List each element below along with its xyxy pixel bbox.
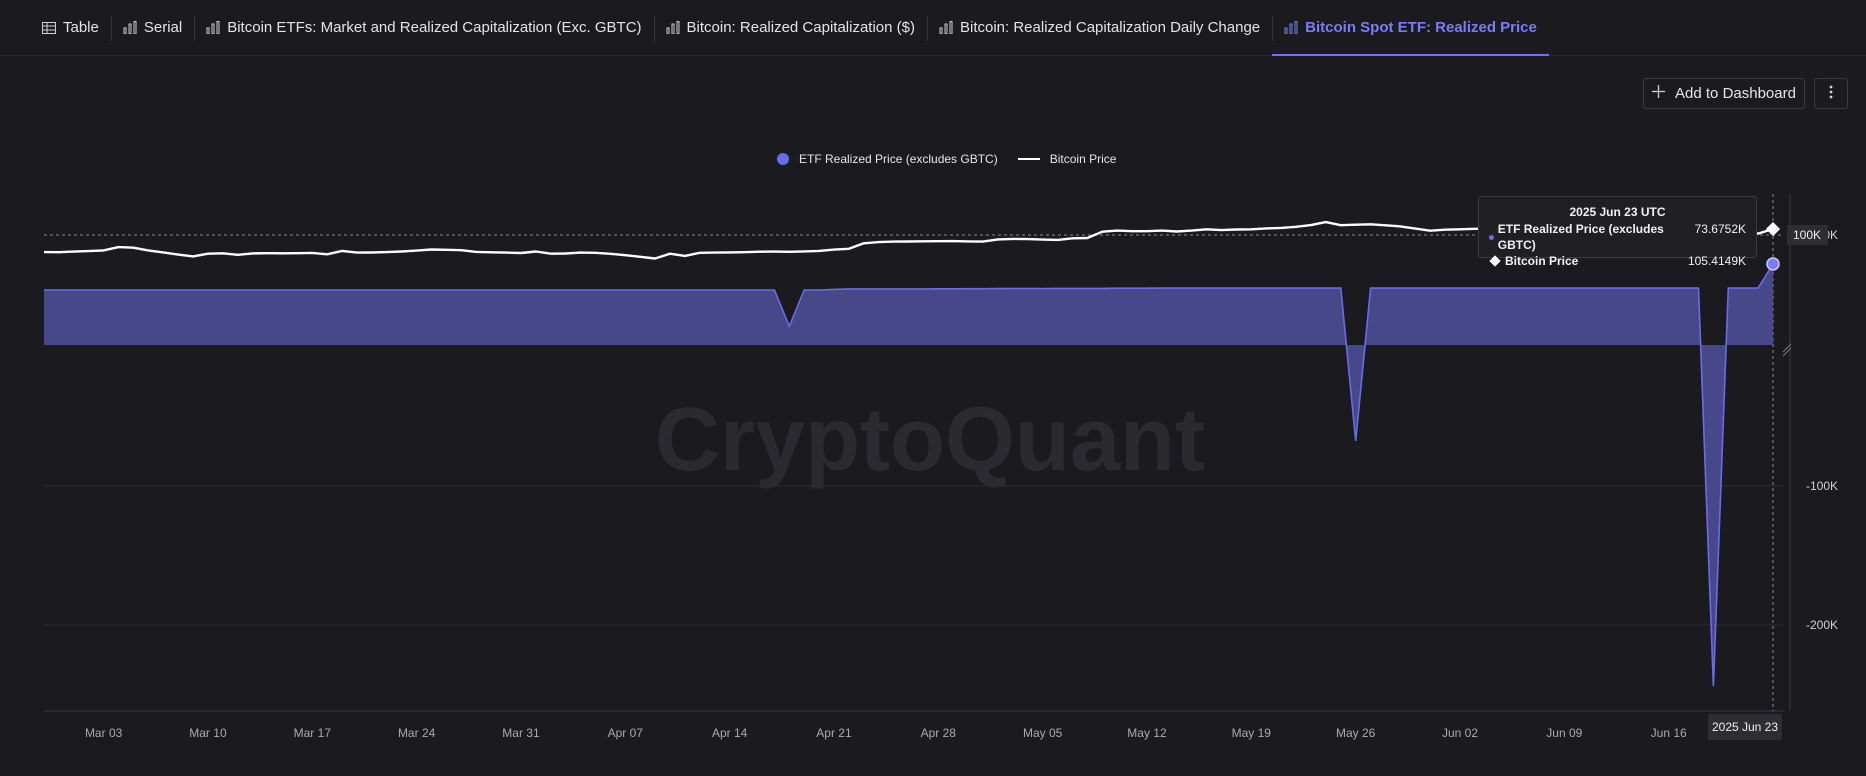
tab-spot-etf-realized-price[interactable]: Bitcoin Spot ETF: Realized Price: [1272, 0, 1549, 56]
tooltip-row-btc: Bitcoin Price 105.4149K: [1489, 253, 1746, 269]
x-tick-label: Apr 14: [712, 726, 748, 740]
legend-item-btc[interactable]: Bitcoin Price: [1017, 152, 1117, 166]
watermark: CryptoQuant: [655, 390, 1205, 490]
x-tick-label: May 26: [1336, 726, 1376, 740]
bar-chart-icon: [1284, 21, 1298, 34]
tab-label: Bitcoin: Realized Capitalization ($): [686, 19, 915, 36]
x-tick-label: Apr 28: [921, 726, 957, 740]
x-tick-label: Jun 02: [1442, 726, 1478, 740]
x-tick-label: Jun 16: [1651, 726, 1687, 740]
legend-label-etf: ETF Realized Price (excludes GBTC): [799, 152, 998, 166]
crosshair-x-label: 2025 Jun 23: [1708, 714, 1782, 740]
x-tick-label: May 05: [1023, 726, 1063, 740]
etf-hover-marker: [1766, 257, 1780, 271]
x-tick-label: Apr 21: [816, 726, 852, 740]
etf-line: [44, 263, 1774, 687]
more-vertical-icon: [1829, 85, 1833, 102]
tooltip-btc-label: Bitcoin Price: [1505, 254, 1579, 268]
x-tick-label: Mar 31: [502, 726, 540, 740]
etf-area: [44, 264, 1773, 687]
bar-chart-icon: [123, 21, 137, 34]
chart-legend: ETF Realized Price (excludes GBTC) Bitco…: [777, 152, 1136, 166]
x-tick-label: May 12: [1127, 726, 1167, 740]
tab-label: Bitcoin: Realized Capitalization Daily C…: [959, 19, 1261, 36]
tooltip-etf-swatch: [1489, 234, 1494, 240]
x-tick-label: Mar 10: [189, 726, 227, 740]
tab-serial[interactable]: Serial: [110, 0, 194, 55]
legend-swatch-etf: [777, 153, 789, 165]
bar-chart-icon: [666, 21, 680, 34]
x-tick-label: Mar 03: [85, 726, 123, 740]
tooltip-etf-label: ETF Realized Price (excludes GBTC): [1497, 222, 1664, 252]
chart-tooltip: 2025 Jun 23 UTC ETF Realized Price (excl…: [1478, 196, 1757, 268]
x-tick-label: Jun 09: [1546, 726, 1582, 740]
tooltip-date: 2025 Jun 23 UTC: [1569, 205, 1666, 219]
legend-item-etf[interactable]: ETF Realized Price (excludes GBTC): [777, 152, 998, 166]
legend-label-btc: Bitcoin Price: [1049, 152, 1117, 166]
tab-label: Table: [63, 19, 99, 36]
btc-hover-marker: [1765, 221, 1781, 237]
more-options-button[interactable]: [1814, 78, 1848, 109]
tab-bar: Table Serial Bitcoin ETFs: Market and Re…: [0, 0, 1866, 56]
tab-realized-cap-daily-change[interactable]: Bitcoin: Realized Capitalization Daily C…: [926, 0, 1272, 55]
tooltip-btc-swatch: [1489, 255, 1501, 267]
y-tick-label: -100K: [1806, 479, 1838, 493]
x-tick-label: Mar 24: [398, 726, 436, 740]
tab-label: Serial: [143, 19, 183, 36]
tooltip-row-etf: ETF Realized Price (excludes GBTC) 73.67…: [1489, 221, 1746, 253]
crosshair-y-label: 100K: [1787, 225, 1828, 245]
x-tick-label: May 19: [1232, 726, 1272, 740]
bar-chart-icon: [206, 21, 220, 34]
table-icon: [42, 21, 56, 34]
add-to-dashboard-label: Add to Dashboard: [1675, 85, 1796, 102]
tab-realized-cap[interactable]: Bitcoin: Realized Capitalization ($): [653, 0, 927, 55]
tooltip-etf-value: 73.6752K: [1694, 222, 1746, 236]
x-tick-label: Mar 17: [294, 726, 332, 740]
plus-icon: [1652, 85, 1666, 102]
tab-label: Bitcoin ETFs: Market and Realized Capita…: [227, 19, 642, 36]
bar-chart-icon: [939, 21, 953, 34]
add-to-dashboard-button[interactable]: Add to Dashboard: [1643, 78, 1805, 109]
tooltip-btc-value: 105.4149K: [1687, 254, 1746, 268]
y-tick-label: -200K: [1806, 618, 1838, 632]
x-tick-label: Apr 07: [608, 726, 644, 740]
legend-swatch-btc: [1017, 158, 1040, 160]
tab-label: Bitcoin Spot ETF: Realized Price: [1305, 19, 1537, 36]
tab-etf-market-realized-cap[interactable]: Bitcoin ETFs: Market and Realized Capita…: [194, 0, 653, 55]
axis-break-icon: [1782, 343, 1792, 357]
tab-table[interactable]: Table: [30, 0, 111, 55]
